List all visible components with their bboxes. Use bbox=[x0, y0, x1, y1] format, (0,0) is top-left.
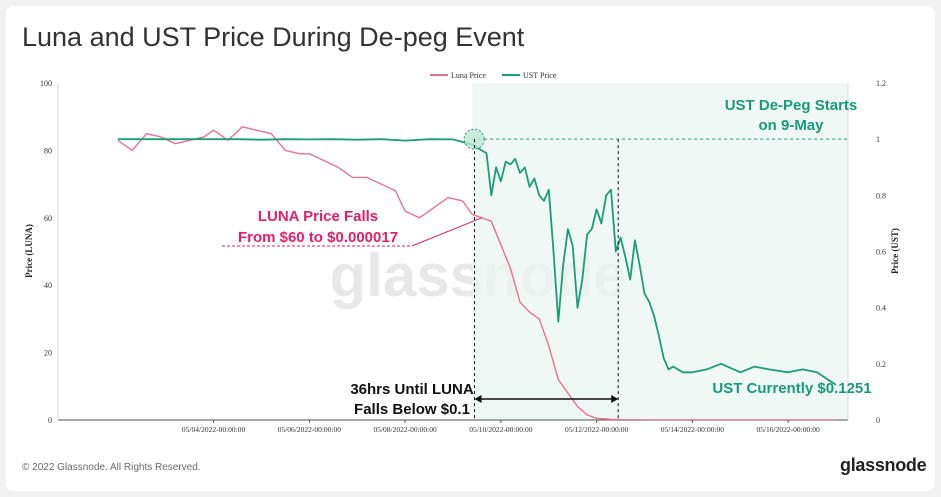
x-tick-label: 05/08/2022-00:00:00 bbox=[373, 425, 437, 434]
y2-axis-label: Price (UST) bbox=[890, 228, 900, 274]
y-tick-label: 80 bbox=[44, 146, 52, 155]
brand-logo: glassnode bbox=[840, 455, 927, 475]
x-tick-label: 05/16/2022-00:00:00 bbox=[756, 425, 820, 434]
x-tick-label: 05/14/2022-00:00:00 bbox=[661, 425, 725, 434]
y-tick-label: 20 bbox=[44, 349, 52, 358]
y-tick-label: 40 bbox=[44, 281, 52, 290]
y2-tick-label: 0 bbox=[876, 416, 880, 425]
luna-falls-annotation-line2: From $60 to $0.000017 bbox=[238, 229, 398, 246]
luna-falls-annotation-line1: LUNA Price Falls bbox=[258, 208, 378, 225]
luna-annotation-pointer bbox=[411, 217, 482, 247]
x-tick-label: 05/06/2022-00:00:00 bbox=[278, 425, 342, 434]
y2-tick-label: 1.2 bbox=[876, 79, 886, 88]
y2-tick-label: 0.2 bbox=[876, 360, 886, 369]
legend-label-ust: UST Price bbox=[523, 71, 557, 80]
y2-tick-label: 0.4 bbox=[876, 304, 886, 313]
y2-tick-label: 0.8 bbox=[876, 191, 886, 200]
legend-label-luna: Luna Price bbox=[451, 71, 486, 80]
x-tick-label: 05/04/2022-00:00:00 bbox=[182, 425, 246, 434]
hours-annotation-line1: 36hrs Until LUNA bbox=[350, 381, 474, 398]
y-tick-label: 60 bbox=[44, 214, 52, 223]
copyright-text: © 2022 Glassnode. All Rights Reserved. bbox=[22, 462, 201, 473]
duration-arrow-right-head bbox=[611, 395, 619, 403]
y-tick-label: 100 bbox=[40, 79, 52, 88]
y-axis-label: Price (LUNA) bbox=[24, 224, 34, 278]
hours-annotation-line2: Falls Below $0.1 bbox=[354, 401, 470, 418]
ust-depeg-annotation-line1: UST De-Peg Starts bbox=[725, 97, 858, 114]
luna-price-line bbox=[117, 126, 836, 420]
x-tick-label: 05/10/2022-00:00:00 bbox=[469, 425, 533, 434]
duration-arrow-left-head bbox=[474, 395, 482, 403]
ust-price-line bbox=[117, 138, 837, 386]
ust-current-annotation: UST Currently $0.1251 bbox=[712, 380, 871, 397]
x-tick-label: 05/12/2022-00:00:00 bbox=[565, 425, 629, 434]
y2-tick-label: 1 bbox=[876, 135, 880, 144]
y2-tick-label: 0.6 bbox=[876, 248, 886, 257]
ust-depeg-annotation-line2: on 9-May bbox=[758, 117, 824, 134]
y-tick-label: 0 bbox=[48, 416, 52, 425]
page-title: Luna and UST Price During De-peg Event bbox=[22, 22, 525, 52]
